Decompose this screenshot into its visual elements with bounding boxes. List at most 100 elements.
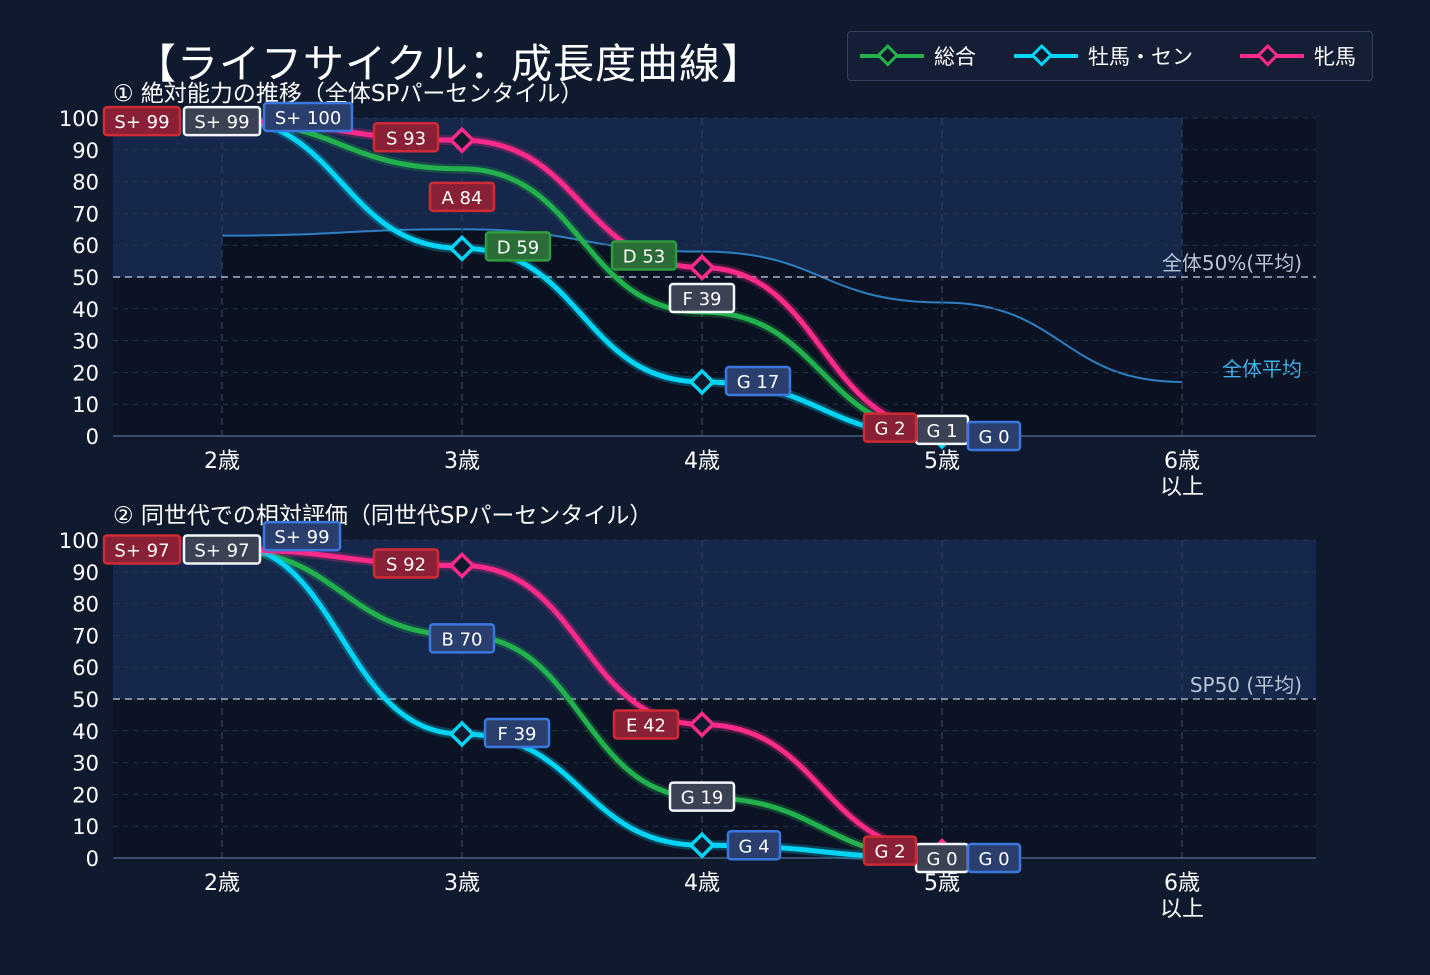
data-label-box: [484, 231, 552, 262]
data-label: D 59: [497, 237, 540, 258]
y-tick-label: 100: [59, 107, 99, 131]
y-tick-label: 40: [72, 298, 99, 322]
average-curve-line: [221, 228, 1183, 383]
legend-label-total: 総合: [934, 45, 976, 69]
data-label: G 19: [681, 788, 724, 809]
data-label-box: [483, 717, 551, 749]
series-marker: [448, 126, 476, 154]
x-tick-label: 以上: [1160, 897, 1204, 922]
y-tick-label: 100: [59, 529, 99, 553]
legend-label-filly: 牝馬: [1314, 45, 1356, 69]
data-label-box: [668, 781, 736, 812]
data-label: A 84: [442, 188, 483, 209]
series-line: [219, 118, 945, 433]
data-label: S 92: [386, 554, 426, 575]
data-label-box: [102, 105, 182, 137]
data-label-box: [726, 830, 782, 861]
data-label-box: [262, 101, 354, 133]
x-tick-label: 3歳: [444, 449, 480, 474]
chart-panel-2: 0 10 20 30 40 50 60 70 80 90 100 SP50 (平均) ② 同世代での相対…: [59, 503, 1316, 922]
legend-marker-diamond-icon: [1240, 44, 1304, 67]
data-label-box: [724, 365, 792, 397]
data-label-box: [262, 520, 342, 552]
data-label: G 17: [737, 372, 780, 393]
plot-upper-region: [113, 540, 1316, 699]
data-label: G 0: [926, 849, 957, 870]
y-tick-label: 90: [72, 139, 99, 163]
data-label-box: [372, 122, 440, 153]
y-tick-label: 80: [72, 593, 99, 617]
data-label: G 0: [978, 849, 1009, 870]
series-marker: [688, 368, 716, 396]
data-label-box: [668, 282, 736, 314]
y-tick-label: 10: [72, 815, 99, 839]
series-line: [219, 115, 945, 439]
data-label-box: [966, 842, 1022, 874]
x-tick-label: 5歳: [924, 449, 960, 474]
x-tick-label: 4歳: [684, 871, 720, 896]
average-curve-label: 全体平均: [1222, 357, 1302, 381]
x-tick-label: 2歳: [204, 449, 240, 474]
data-label-box: [372, 548, 440, 579]
data-label-box: [862, 835, 918, 866]
reference-line-label: SP50 (平均): [1190, 673, 1302, 697]
series-line: [219, 118, 945, 436]
y-tick-label: 60: [72, 234, 99, 258]
data-label: S+ 99: [274, 527, 329, 548]
legend-item-colt: 牡馬・セン: [1014, 32, 1193, 80]
x-tick-label: 5歳: [924, 871, 960, 896]
legend-marker-diamond-icon: [860, 44, 924, 67]
data-label: D 53: [623, 246, 666, 267]
data-label: S+ 97: [194, 541, 249, 562]
data-label: G 0: [978, 427, 1009, 448]
legend-marker-diamond-icon: [1014, 44, 1078, 67]
data-label-box: [102, 534, 182, 565]
data-label: F 39: [498, 724, 537, 745]
data-label-box: [182, 105, 262, 137]
legend-item-filly: 牝馬: [1240, 32, 1356, 80]
x-tick-label: 4歳: [684, 449, 720, 474]
data-label: F 39: [683, 289, 722, 310]
y-tick-label: 20: [72, 783, 99, 807]
series-line: [219, 540, 945, 861]
y-tick-label: 0: [86, 847, 99, 871]
series-marker: [688, 831, 716, 859]
y-tick-label: 70: [72, 202, 99, 226]
series-marker: [448, 720, 476, 748]
data-label-box: [612, 709, 680, 740]
y-tick-label: 30: [72, 752, 99, 776]
x-tick-label: 3歳: [444, 871, 480, 896]
data-label-box: [428, 181, 496, 213]
y-tick-label: 10: [72, 393, 99, 417]
data-label-box: [182, 534, 262, 565]
data-label: S 93: [386, 128, 426, 149]
x-tick-label: 2歳: [204, 871, 240, 896]
legend-item-total: 総合: [860, 32, 976, 80]
data-label: G 1: [926, 421, 957, 442]
series-marker: [448, 551, 476, 579]
series-line: [219, 547, 945, 855]
series-line: [219, 547, 945, 861]
data-label: S+ 99: [114, 112, 169, 133]
data-label: S+ 99: [194, 112, 249, 133]
data-label-box: [966, 420, 1022, 452]
chart-main-title: 【ライフサイクル：成長度曲線】: [135, 40, 763, 88]
y-tick-label: 80: [72, 171, 99, 195]
data-label: S+ 97: [114, 541, 169, 562]
data-label: G 4: [738, 836, 769, 857]
data-label: S+ 100: [275, 108, 342, 129]
x-tick-label: 6歳: [1164, 871, 1200, 896]
data-label: G 2: [874, 419, 905, 440]
legend-label-colt: 牡馬・セン: [1088, 45, 1193, 69]
y-tick-label: 40: [72, 720, 99, 744]
series-marker: [688, 253, 716, 281]
y-tick-label: 30: [72, 330, 99, 354]
y-tick-label: 50: [72, 688, 99, 712]
x-tick-label: 以上: [1160, 475, 1204, 500]
reference-line-label: 全体50%(平均): [1162, 251, 1302, 275]
y-tick-label: 0: [86, 425, 99, 449]
y-tick-label: 90: [72, 561, 99, 585]
chart-title: ② 同世代での相対評価（同世代SPパーセンタイル）: [113, 503, 652, 529]
